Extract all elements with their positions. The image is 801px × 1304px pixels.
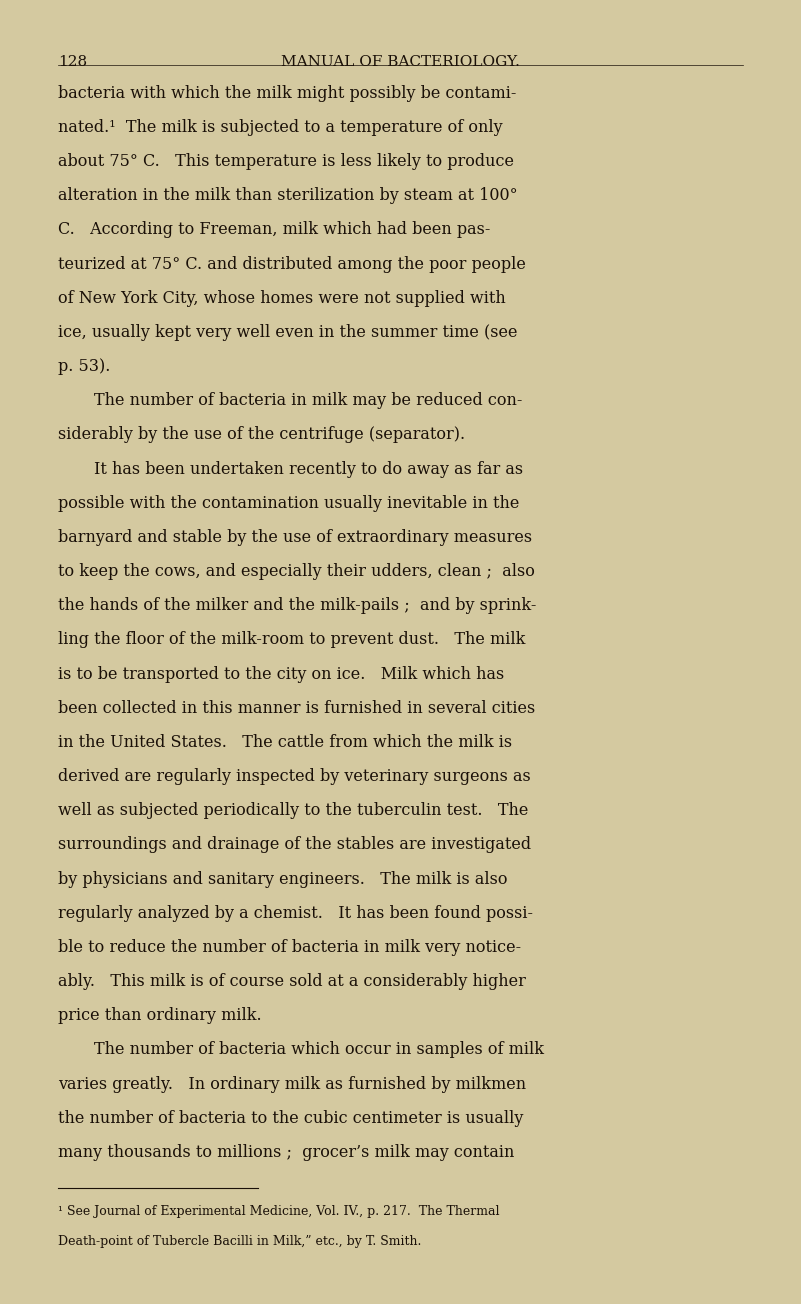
Text: been collected in this manner is furnished in several cities: been collected in this manner is furnish…	[58, 700, 535, 717]
Text: varies greatly.   In ordinary milk as furnished by milkmen: varies greatly. In ordinary milk as furn…	[58, 1076, 525, 1093]
Text: possible with the contamination usually inevitable in the: possible with the contamination usually …	[58, 494, 519, 511]
Text: many thousands to millions ;  grocer’s milk may contain: many thousands to millions ; grocer’s mi…	[58, 1144, 514, 1161]
Text: C.   According to Freeman, milk which had been pas-: C. According to Freeman, milk which had …	[58, 222, 490, 239]
Text: is to be transported to the city on ice.   Milk which has: is to be transported to the city on ice.…	[58, 665, 504, 682]
Text: The number of bacteria which occur in samples of milk: The number of bacteria which occur in sa…	[94, 1042, 544, 1059]
Text: Death-point of Tubercle Bacilli in Milk,” etc., by T. Smith.: Death-point of Tubercle Bacilli in Milk,…	[58, 1235, 421, 1248]
Text: price than ordinary milk.: price than ordinary milk.	[58, 1007, 261, 1024]
Text: of New York City, whose homes were not supplied with: of New York City, whose homes were not s…	[58, 289, 505, 306]
Text: 128: 128	[58, 55, 87, 69]
Text: surroundings and drainage of the stables are investigated: surroundings and drainage of the stables…	[58, 836, 531, 853]
Text: bacteria with which the milk might possibly be contami-: bacteria with which the milk might possi…	[58, 85, 516, 102]
Text: teurized at 75° C. and distributed among the poor people: teurized at 75° C. and distributed among…	[58, 256, 525, 273]
Text: ice, usually kept very well even in the summer time (see: ice, usually kept very well even in the …	[58, 323, 517, 340]
Text: ¹ See Journal of Experimental Medicine, Vol. IV., p. 217.  The Thermal: ¹ See Journal of Experimental Medicine, …	[58, 1205, 499, 1218]
Text: It has been undertaken recently to do away as far as: It has been undertaken recently to do aw…	[94, 460, 523, 477]
Text: siderably by the use of the centrifuge (separator).: siderably by the use of the centrifuge (…	[58, 426, 465, 443]
Text: MANUAL OF BACTERIOLOGY.: MANUAL OF BACTERIOLOGY.	[281, 55, 520, 69]
Text: derived are regularly inspected by veterinary surgeons as: derived are regularly inspected by veter…	[58, 768, 530, 785]
Text: ble to reduce the number of bacteria in milk very notice-: ble to reduce the number of bacteria in …	[58, 939, 521, 956]
Text: barnyard and stable by the use of extraordinary measures: barnyard and stable by the use of extrao…	[58, 529, 532, 546]
Text: the number of bacteria to the cubic centimeter is usually: the number of bacteria to the cubic cent…	[58, 1110, 523, 1127]
Text: by physicians and sanitary engineers.   The milk is also: by physicians and sanitary engineers. Th…	[58, 871, 507, 888]
Text: the hands of the milker and the milk-pails ;  and by sprink-: the hands of the milker and the milk-pai…	[58, 597, 536, 614]
Text: nated.¹  The milk is subjected to a temperature of only: nated.¹ The milk is subjected to a tempe…	[58, 119, 502, 136]
Text: ably.   This milk is of course sold at a considerably higher: ably. This milk is of course sold at a c…	[58, 973, 525, 990]
Text: to keep the cows, and especially their udders, clean ;  also: to keep the cows, and especially their u…	[58, 563, 534, 580]
Text: The number of bacteria in milk may be reduced con-: The number of bacteria in milk may be re…	[94, 393, 522, 409]
Text: alteration in the milk than sterilization by steam at 100°: alteration in the milk than sterilizatio…	[58, 188, 517, 205]
Text: ling the floor of the milk-room to prevent dust.   The milk: ling the floor of the milk-room to preve…	[58, 631, 525, 648]
Text: regularly analyzed by a chemist.   It has been found possi-: regularly analyzed by a chemist. It has …	[58, 905, 533, 922]
Text: about 75° C.   This temperature is less likely to produce: about 75° C. This temperature is less li…	[58, 153, 513, 170]
Text: well as subjected periodically to the tuberculin test.   The: well as subjected periodically to the tu…	[58, 802, 528, 819]
Text: p. 53).: p. 53).	[58, 359, 110, 376]
Text: in the United States.   The cattle from which the milk is: in the United States. The cattle from wh…	[58, 734, 512, 751]
